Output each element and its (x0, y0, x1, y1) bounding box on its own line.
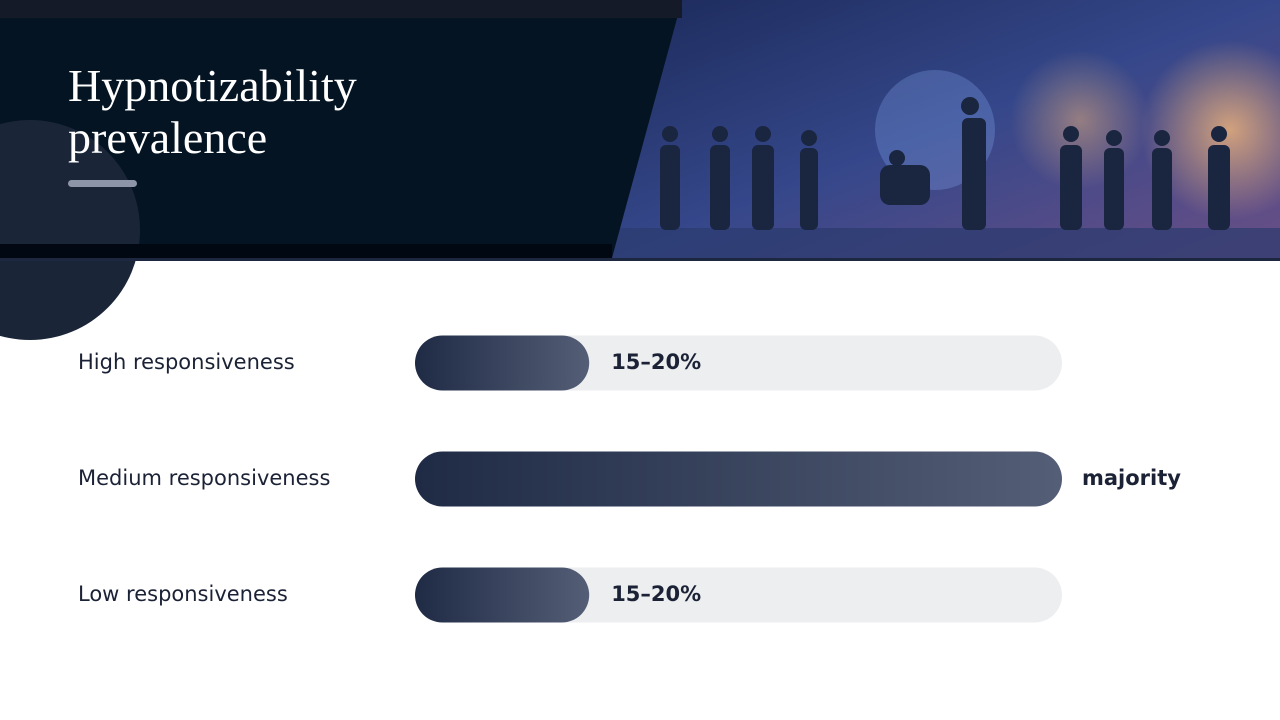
value-label: 15–20% (611, 350, 701, 374)
chart-title: Hypnotizability prevalence (68, 60, 357, 163)
category-label: High responsiveness (78, 350, 295, 374)
header (0, 0, 1280, 340)
bar (415, 567, 590, 623)
category-label: Low responsiveness (78, 582, 288, 606)
bar (415, 451, 1062, 507)
value-label: majority (1082, 466, 1181, 490)
value-label: 15–20% (611, 582, 701, 606)
category-label: Medium responsiveness (78, 466, 330, 490)
bar (415, 335, 590, 391)
